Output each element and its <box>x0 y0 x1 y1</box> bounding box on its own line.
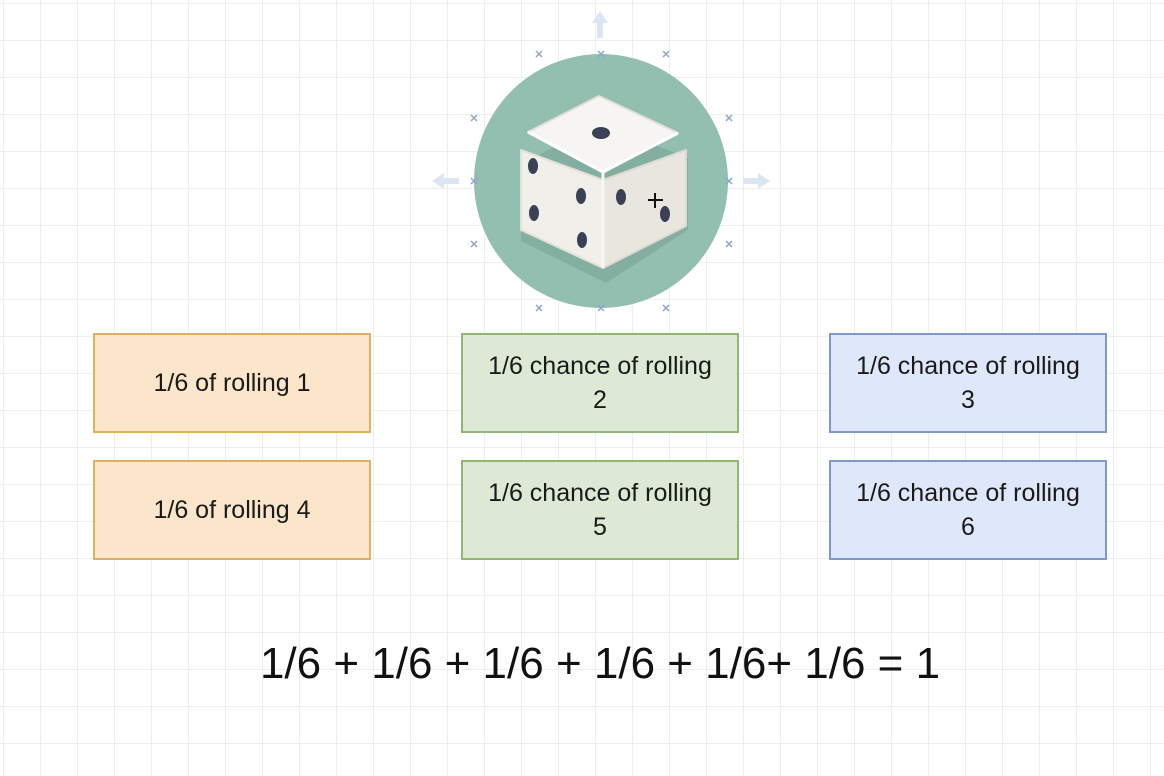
outcome-label-4: 1/6 of rolling 4 <box>153 496 311 524</box>
dice-shape[interactable] <box>420 0 780 330</box>
outcome-box-1[interactable]: 1/6 of rolling 1 <box>93 333 371 433</box>
move-cursor-icon <box>648 193 663 208</box>
outcome-box-4[interactable]: 1/6 of rolling 4 <box>93 460 371 560</box>
outcome-box-3[interactable]: 1/6 chance of rolling 3 <box>829 333 1107 433</box>
outcome-label-6: 1/6 chance of rolling 6 <box>856 479 1080 541</box>
outcome-box-5[interactable]: 1/6 chance of rolling 5 <box>461 460 739 560</box>
outcome-box-2[interactable]: 1/6 chance of rolling 2 <box>461 333 739 433</box>
outcome-label-3: 1/6 chance of rolling 3 <box>856 352 1080 414</box>
probability-sum-formula[interactable]: 1/6 + 1/6 + 1/6 + 1/6 + 1/6+ 1/6 = 1 <box>259 639 941 688</box>
outcome-label-5: 1/6 chance of rolling 5 <box>488 479 712 541</box>
outcome-label-2: 1/6 chance of rolling 2 <box>488 352 712 414</box>
dice-icon <box>432 11 770 312</box>
outcome-label-1: 1/6 of rolling 1 <box>153 369 311 397</box>
outcome-box-6[interactable]: 1/6 chance of rolling 6 <box>829 460 1107 560</box>
